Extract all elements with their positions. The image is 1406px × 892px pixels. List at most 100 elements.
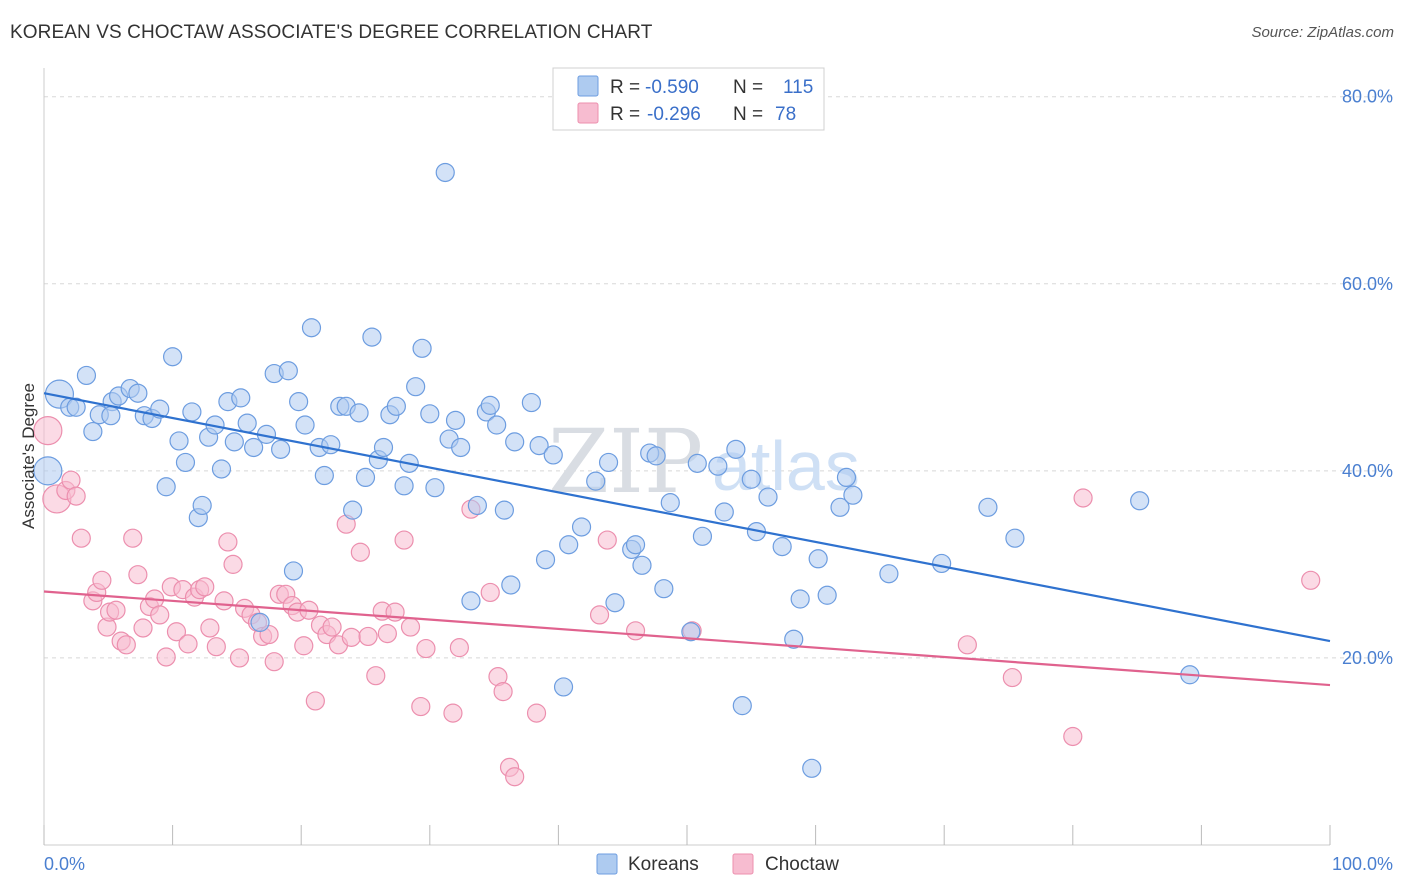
korean-point-92 — [732, 696, 752, 716]
korean-point-69 — [521, 392, 541, 413]
choctaw-point-61 — [411, 696, 431, 717]
legend-swatch-choctaw — [577, 102, 599, 124]
choctaw-point-54 — [358, 626, 378, 647]
choctaw-point-22 — [166, 622, 187, 642]
correlation-legend: R = -0.590 N = 115 R = -0.296 N = 78 — [552, 67, 825, 131]
korean-point-46 — [362, 327, 382, 347]
korean-point-75 — [571, 517, 592, 537]
choctaw-point-59 — [394, 530, 414, 550]
korean-point-91 — [726, 439, 746, 459]
bottom-legend-swatch-korean — [596, 853, 618, 875]
korean-point-20 — [192, 495, 212, 516]
legend-r-value-korean: -0.590 — [645, 77, 699, 98]
korean-point-56 — [425, 478, 445, 498]
korean-point-29 — [250, 612, 270, 632]
choctaw-point-19 — [150, 605, 170, 625]
choctaw-point-31 — [218, 532, 238, 552]
x-tick-label-100: 100.0% — [1332, 854, 1393, 874]
korean-point-43 — [343, 500, 363, 520]
korean-point-103 — [836, 467, 857, 488]
choctaw-point-52 — [341, 627, 361, 647]
y-tick-label-40: 40.0% — [1342, 461, 1393, 481]
choctaw-trend-line — [43, 590, 1331, 687]
choctaw-point-4 — [66, 486, 86, 506]
bottom-legend-label-korean: Koreans — [628, 854, 699, 875]
gridlines — [44, 96, 1394, 659]
choctaw-point-60 — [400, 617, 421, 637]
choctaw-point-80 — [1301, 570, 1321, 590]
korean-point-64 — [480, 395, 500, 415]
korean-point-44 — [349, 403, 369, 423]
korean-point-3 — [66, 397, 86, 417]
watermark: ZIP atlas — [548, 410, 860, 513]
legend-r-label-korean: R = — [610, 77, 640, 98]
series-legend: Koreans Choctaw — [596, 853, 839, 875]
korean-point-81 — [632, 555, 652, 575]
korean-point-16 — [169, 431, 189, 451]
korean-point-70 — [529, 435, 549, 456]
korean-point-107 — [978, 497, 998, 517]
korean-point-87 — [687, 453, 707, 473]
choctaw-point-39 — [264, 652, 284, 672]
korean-point-73 — [553, 677, 574, 697]
legend-n-value-korean: 115 — [783, 77, 813, 98]
korean-point-111 — [33, 456, 63, 486]
watermark-atlas: atlas — [712, 427, 860, 505]
korean-point-48 — [373, 437, 394, 458]
korean-point-89 — [708, 456, 728, 476]
korean-points — [33, 162, 1200, 778]
korean-point-100 — [808, 549, 828, 569]
korean-point-93 — [741, 469, 761, 489]
choctaw-point-3 — [61, 470, 81, 490]
korean-point-17 — [175, 452, 196, 473]
korean-point-60 — [451, 437, 471, 458]
watermark-zip: ZIP — [548, 410, 703, 513]
korean-point-97 — [784, 629, 804, 649]
choctaw-point-57 — [377, 624, 397, 644]
choctaw-point-16 — [133, 618, 153, 638]
korean-point-55 — [420, 404, 440, 424]
korean-point-104 — [843, 485, 863, 505]
korean-point-72 — [543, 445, 563, 465]
trend-lines — [43, 392, 1331, 687]
korean-point-23 — [211, 459, 232, 479]
korean-point-10 — [128, 383, 148, 403]
korean-point-37 — [301, 318, 322, 338]
chart-title: KOREAN VS CHOCTAW ASSOCIATE'S DEGREE COR… — [10, 22, 653, 43]
x-tick-labels: 0.0% 100.0% — [44, 854, 1393, 874]
korean-point-28 — [244, 437, 264, 458]
korean-point-76 — [586, 471, 606, 491]
korean-point-108 — [1005, 528, 1025, 548]
korean-point-15 — [163, 347, 183, 367]
choctaw-point-74 — [625, 621, 646, 641]
korean-point-32 — [271, 439, 291, 459]
choctaw-point-70 — [505, 767, 525, 787]
korean-point-54 — [412, 338, 432, 358]
korean-point-109 — [1130, 491, 1150, 511]
choctaw-point-77 — [1002, 667, 1022, 688]
choctaw-point-71 — [526, 703, 547, 723]
korean-point-85 — [660, 493, 680, 513]
korean-point-26 — [231, 388, 251, 408]
korean-point-7 — [101, 406, 121, 426]
korean-point-57 — [435, 162, 455, 183]
choctaw-point-76 — [957, 635, 977, 655]
choctaw-point-20 — [156, 647, 176, 667]
korean-point-99 — [802, 758, 822, 778]
choctaw-point-55 — [366, 666, 386, 686]
korean-point-95 — [758, 487, 778, 507]
choctaw-point-62 — [416, 638, 436, 659]
choctaw-point-79 — [1073, 488, 1093, 508]
y-tick-label-80: 80.0% — [1342, 87, 1393, 107]
choctaw-point-68 — [493, 681, 513, 702]
korean-point-62 — [467, 495, 487, 516]
x-tick-label-0: 0.0% — [44, 854, 85, 874]
korean-point-74 — [559, 535, 579, 555]
choctaw-points — [33, 416, 1321, 787]
korean-point-25 — [224, 432, 244, 452]
choctaw-point-11 — [106, 600, 126, 620]
choctaw-point-46 — [305, 691, 325, 711]
korean-point-2 — [76, 365, 97, 386]
choctaw-point-5 — [71, 528, 91, 548]
bottom-legend-label-choctaw: Choctaw — [765, 854, 839, 875]
